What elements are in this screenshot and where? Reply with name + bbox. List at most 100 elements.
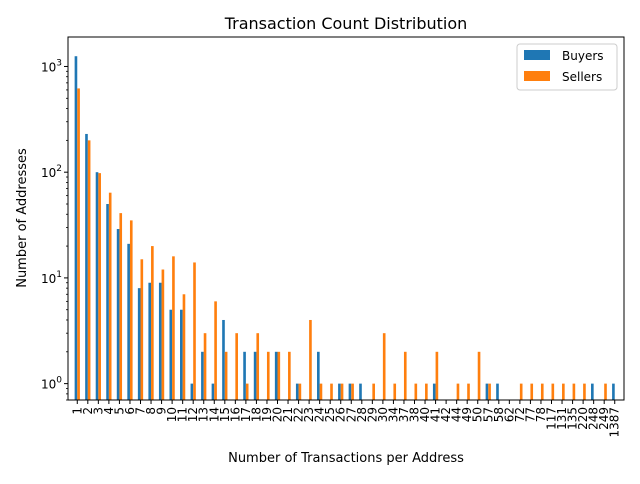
- x-tick-label: 5: [112, 407, 126, 415]
- bar-sellers-22: [298, 383, 302, 400]
- x-tick-label: 9: [155, 407, 169, 415]
- bar-sellers-38: [414, 383, 418, 400]
- bar-sellers-34: [393, 383, 397, 400]
- x-tick-label: 22: [292, 407, 306, 422]
- bar-sellers-3: [98, 173, 101, 400]
- x-tick-label: 18: [249, 407, 263, 422]
- x-tick-label: 25: [323, 407, 337, 422]
- bar-sellers-24: [319, 383, 323, 400]
- x-tick-label: 21: [281, 407, 295, 422]
- bar-buyers-4: [106, 204, 109, 400]
- bar-sellers-41: [435, 351, 439, 400]
- bar-sellers-78: [540, 383, 544, 400]
- bar-buyers-2: [85, 133, 88, 400]
- bar-buyers-15: [222, 319, 225, 400]
- bar-sellers-7: [140, 259, 144, 400]
- x-tick-label: 248: [587, 407, 601, 430]
- bar-buyers-12: [190, 383, 194, 400]
- x-tick-label: 131: [555, 407, 569, 430]
- bar-buyers-58: [496, 383, 499, 400]
- y-tick-label: 100: [41, 376, 62, 392]
- y-tick-label: 102: [41, 164, 62, 180]
- bar-sellers-72: [519, 383, 523, 400]
- bar-buyers-26: [338, 383, 341, 400]
- x-tick-label: 4: [102, 407, 116, 415]
- bar-sellers-4: [108, 192, 112, 400]
- y-axis: 100 101 102 103: [41, 58, 68, 401]
- x-tick-label: 11: [176, 407, 190, 422]
- bar-buyers-14: [211, 383, 215, 400]
- x-tick-label: 117: [545, 407, 559, 430]
- bar-buyers-3: [95, 172, 99, 400]
- x-tick-label: 34: [386, 407, 400, 422]
- plot-frame: [67, 36, 625, 401]
- bar-sellers-19: [266, 351, 270, 400]
- bar-sellers-77: [530, 383, 534, 400]
- x-axis: 1234567891011121314151617181920212223242…: [70, 400, 622, 438]
- bar-buyers-1: [74, 56, 78, 400]
- x-tick-label: 62: [502, 407, 516, 422]
- bar-sellers-44: [456, 383, 460, 400]
- x-tick-label: 30: [376, 407, 390, 422]
- x-tick-label: 37: [397, 407, 411, 422]
- bar-buyers-20: [274, 351, 278, 400]
- bar-sellers-249: [604, 383, 607, 400]
- bar-sellers-21: [288, 351, 291, 400]
- y-tick-label: 101: [41, 270, 62, 286]
- legend-swatch-buyers: [524, 50, 550, 60]
- x-tick-label: 38: [408, 407, 422, 422]
- legend: Buyers Sellers: [516, 43, 618, 91]
- x-tick-label: 16: [228, 407, 242, 422]
- x-axis-label: Number of Transactions per Address: [228, 451, 464, 466]
- bar-buyers-24: [317, 351, 320, 400]
- x-tick-label: 1387: [608, 407, 622, 438]
- bar-sellers-40: [425, 383, 428, 400]
- x-tick-label: 12: [186, 407, 200, 422]
- bar-sellers-50: [477, 351, 481, 400]
- x-tick-label: 6: [123, 407, 137, 415]
- bar-sellers-25: [330, 383, 333, 400]
- bar-sellers-8: [151, 246, 154, 400]
- bar-buyers-57: [485, 383, 489, 400]
- bar-sellers-9: [161, 269, 165, 400]
- bar-sellers-27: [351, 383, 354, 400]
- bar-buyers-9: [158, 282, 162, 400]
- x-tick-label: 77: [523, 407, 537, 422]
- x-tick-label: 44: [450, 407, 464, 422]
- legend-label-buyers: Buyers: [562, 49, 604, 63]
- x-tick-label: 23: [302, 407, 316, 422]
- bar-sellers-23: [309, 319, 312, 400]
- x-tick-label: 220: [576, 407, 590, 430]
- x-tick-label: 1: [70, 407, 84, 415]
- bar-buyers-27: [348, 383, 352, 400]
- bar-buyers-5: [116, 229, 120, 400]
- x-tick-label: 135: [566, 407, 580, 430]
- bar-buyers-18: [253, 351, 257, 400]
- x-tick-label: 7: [134, 407, 148, 415]
- x-tick-label: 78: [534, 407, 548, 422]
- bar-sellers-30: [382, 333, 386, 400]
- bar-sellers-29: [372, 383, 375, 400]
- x-tick-label: 19: [260, 407, 274, 422]
- x-tick-label: 14: [207, 407, 221, 422]
- bar-buyers-11: [180, 309, 183, 400]
- bar-buyers-28: [359, 383, 362, 400]
- bars-layer: [74, 56, 615, 401]
- bar-sellers-6: [129, 220, 133, 400]
- bar-sellers-49: [467, 383, 470, 400]
- bar-sellers-26: [340, 383, 344, 400]
- bar-sellers-17: [245, 383, 249, 400]
- bar-sellers-1: [77, 88, 80, 401]
- bar-buyers-248: [591, 383, 594, 400]
- bar-sellers-131: [562, 383, 565, 400]
- x-tick-label: 17: [239, 407, 253, 422]
- x-tick-label: 10: [165, 407, 179, 422]
- y-axis-label: Number of Addresses: [15, 148, 30, 288]
- x-tick-label: 57: [481, 407, 495, 422]
- bar-sellers-14: [214, 301, 217, 400]
- legend-label-sellers: Sellers: [562, 70, 602, 84]
- x-tick-label: 2: [81, 407, 95, 415]
- bar-sellers-10: [172, 256, 175, 400]
- bar-buyers-1387: [612, 383, 615, 400]
